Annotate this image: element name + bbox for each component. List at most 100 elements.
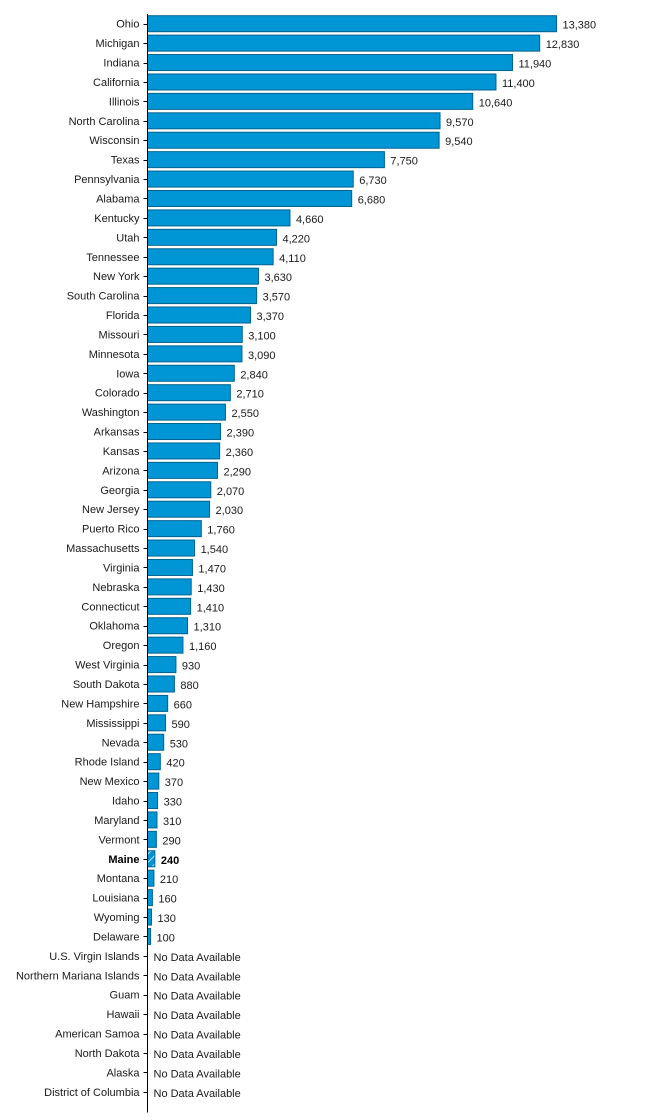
data-label: 3,630 [264, 272, 292, 284]
category-label: Kentucky [94, 213, 140, 225]
bar-alabama[interactable] [147, 189, 353, 207]
bar-new-jersey[interactable] [147, 500, 211, 518]
data-label: 3,570 [263, 292, 291, 304]
bar-iowa[interactable] [147, 364, 235, 382]
data-label: 310 [163, 816, 181, 828]
category-label: North Carolina [69, 116, 141, 128]
bar-south-dakota[interactable] [147, 675, 175, 693]
bar-mississippi[interactable] [147, 714, 167, 732]
data-label: 880 [180, 680, 198, 692]
bar-maine[interactable] [147, 850, 156, 868]
category-label: Indiana [103, 58, 140, 70]
bar-puerto-rico[interactable] [147, 520, 202, 538]
bar-vermont[interactable] [147, 830, 157, 848]
category-label: New York [93, 271, 140, 283]
category-label: Montana [97, 873, 141, 885]
no-data-label: No Data Available [154, 991, 241, 1003]
bar-arkansas[interactable] [147, 423, 222, 441]
data-label: 130 [157, 913, 175, 925]
bar-minnesota[interactable] [147, 345, 243, 363]
bar-pennsylvania[interactable] [147, 170, 354, 188]
data-label: 4,110 [279, 253, 306, 265]
data-label: 370 [165, 777, 183, 789]
category-label: Pennsylvania [74, 174, 140, 186]
category-label: New Mexico [80, 776, 140, 788]
bar-virginia[interactable] [147, 558, 193, 576]
data-label: 530 [170, 738, 188, 750]
bar-michigan[interactable] [147, 34, 541, 52]
category-label: Oregon [103, 640, 140, 652]
data-label: 1,760 [207, 525, 235, 537]
data-label: 290 [162, 835, 180, 847]
category-label: Iowa [116, 368, 140, 380]
category-label: Georgia [100, 485, 140, 497]
bar-wyoming[interactable] [147, 908, 152, 926]
data-label: 10,640 [479, 97, 513, 109]
category-label: Wisconsin [89, 135, 139, 147]
bar-west-virginia[interactable] [147, 656, 177, 674]
category-label: Ohio [116, 19, 139, 31]
bar-washington[interactable] [147, 403, 226, 421]
bar-oregon[interactable] [147, 636, 184, 654]
bar-missouri[interactable] [147, 325, 243, 343]
category-label: North Dakota [75, 1048, 141, 1060]
bar-rhode-island[interactable] [147, 753, 161, 771]
bars-layer [147, 15, 557, 945]
data-label: 13,380 [563, 20, 597, 32]
data-label: 1,540 [201, 544, 229, 556]
bar-new-york[interactable] [147, 267, 259, 285]
bar-new-hampshire[interactable] [147, 694, 169, 712]
data-label: 12,830 [546, 39, 580, 51]
category-label: Tennessee [86, 252, 139, 264]
bar-utah[interactable] [147, 228, 277, 246]
category-label: New Hampshire [61, 698, 139, 710]
bar-south-carolina[interactable] [147, 287, 258, 305]
category-label: Missouri [99, 329, 140, 341]
data-label: 1,160 [189, 641, 217, 653]
bar-nevada[interactable] [147, 733, 165, 751]
bar-texas[interactable] [147, 151, 385, 169]
no-data-label: No Data Available [154, 952, 241, 964]
category-label: Virginia [103, 562, 140, 574]
bar-massachusetts[interactable] [147, 539, 196, 557]
data-label: 3,100 [248, 330, 276, 342]
bar-tennessee[interactable] [147, 248, 274, 266]
bar-montana[interactable] [147, 869, 155, 887]
bar-arizona[interactable] [147, 461, 219, 479]
bar-north-carolina[interactable] [147, 112, 441, 130]
bar-idaho[interactable] [147, 792, 159, 810]
bar-nebraska[interactable] [147, 578, 192, 596]
bar-kentucky[interactable] [147, 209, 291, 227]
data-label: 1,410 [197, 602, 225, 614]
category-label: South Carolina [67, 291, 141, 303]
bar-connecticut[interactable] [147, 597, 192, 615]
category-label: U.S. Virgin Islands [49, 951, 140, 963]
category-label: Arkansas [94, 427, 140, 439]
bar-wisconsin[interactable] [147, 131, 440, 149]
bar-indiana[interactable] [147, 54, 513, 72]
data-label: 660 [174, 699, 192, 711]
data-label: 2,390 [227, 428, 255, 440]
bar-georgia[interactable] [147, 481, 212, 499]
data-label: 1,310 [194, 622, 222, 634]
category-label: Louisiana [92, 893, 140, 905]
data-label: 2,840 [240, 369, 268, 381]
bar-california[interactable] [147, 73, 497, 91]
bar-colorado[interactable] [147, 384, 231, 402]
data-label: 9,540 [445, 136, 473, 148]
bar-maryland[interactable] [147, 811, 158, 829]
data-label: 6,730 [359, 175, 387, 187]
bar-new-mexico[interactable] [147, 772, 160, 790]
bar-florida[interactable] [147, 306, 252, 324]
bar-louisiana[interactable] [147, 889, 153, 907]
bar-ohio[interactable] [147, 15, 557, 33]
bar-oklahoma[interactable] [147, 617, 189, 635]
bar-kansas[interactable] [147, 442, 221, 460]
bar-illinois[interactable] [147, 92, 474, 110]
data-label: 1,430 [197, 583, 225, 595]
category-label: American Samoa [55, 1029, 140, 1041]
category-label: Oklahoma [89, 621, 140, 633]
category-label: District of Columbia [44, 1087, 140, 1099]
data-label: 590 [172, 719, 190, 731]
